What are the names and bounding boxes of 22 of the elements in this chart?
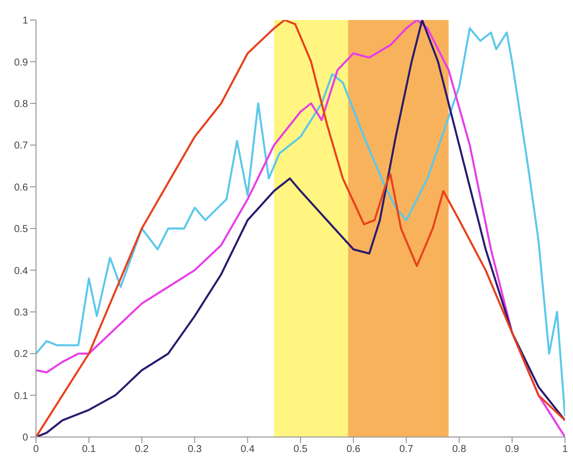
y-tick-label: 0.7 xyxy=(14,140,28,152)
x-tick-label: 1 xyxy=(562,444,568,456)
y-tick-label: 0.1 xyxy=(14,390,28,402)
y-tick-label: 0.9 xyxy=(14,57,28,68)
x-tick-label: 0.7 xyxy=(399,444,414,456)
y-tick-label: 0.4 xyxy=(14,266,28,277)
y-tick-label: 0.6 xyxy=(14,182,28,194)
y-tick-label: 1 xyxy=(22,16,28,27)
x-tick-label: 0.3 xyxy=(188,444,202,456)
x-tick-label: 0.6 xyxy=(346,444,361,456)
x-tick-label: 0.2 xyxy=(134,444,150,456)
x-tick-label: 0 xyxy=(33,444,40,456)
x-tick-label: 0.1 xyxy=(82,444,96,456)
y-tick-label: 0.3 xyxy=(14,307,28,318)
y-tick-label: 0.2 xyxy=(14,349,28,360)
y-tick-label: 0.8 xyxy=(14,98,28,110)
y-tick-label: 0.5 xyxy=(14,224,28,236)
x-tick-label: 0.5 xyxy=(294,444,308,456)
x-tick-label: 0.4 xyxy=(240,444,255,456)
x-tick-label: 0.9 xyxy=(505,444,520,456)
y-tick-label: 0 xyxy=(22,432,28,444)
x-tick-label: 0.8 xyxy=(452,444,467,456)
